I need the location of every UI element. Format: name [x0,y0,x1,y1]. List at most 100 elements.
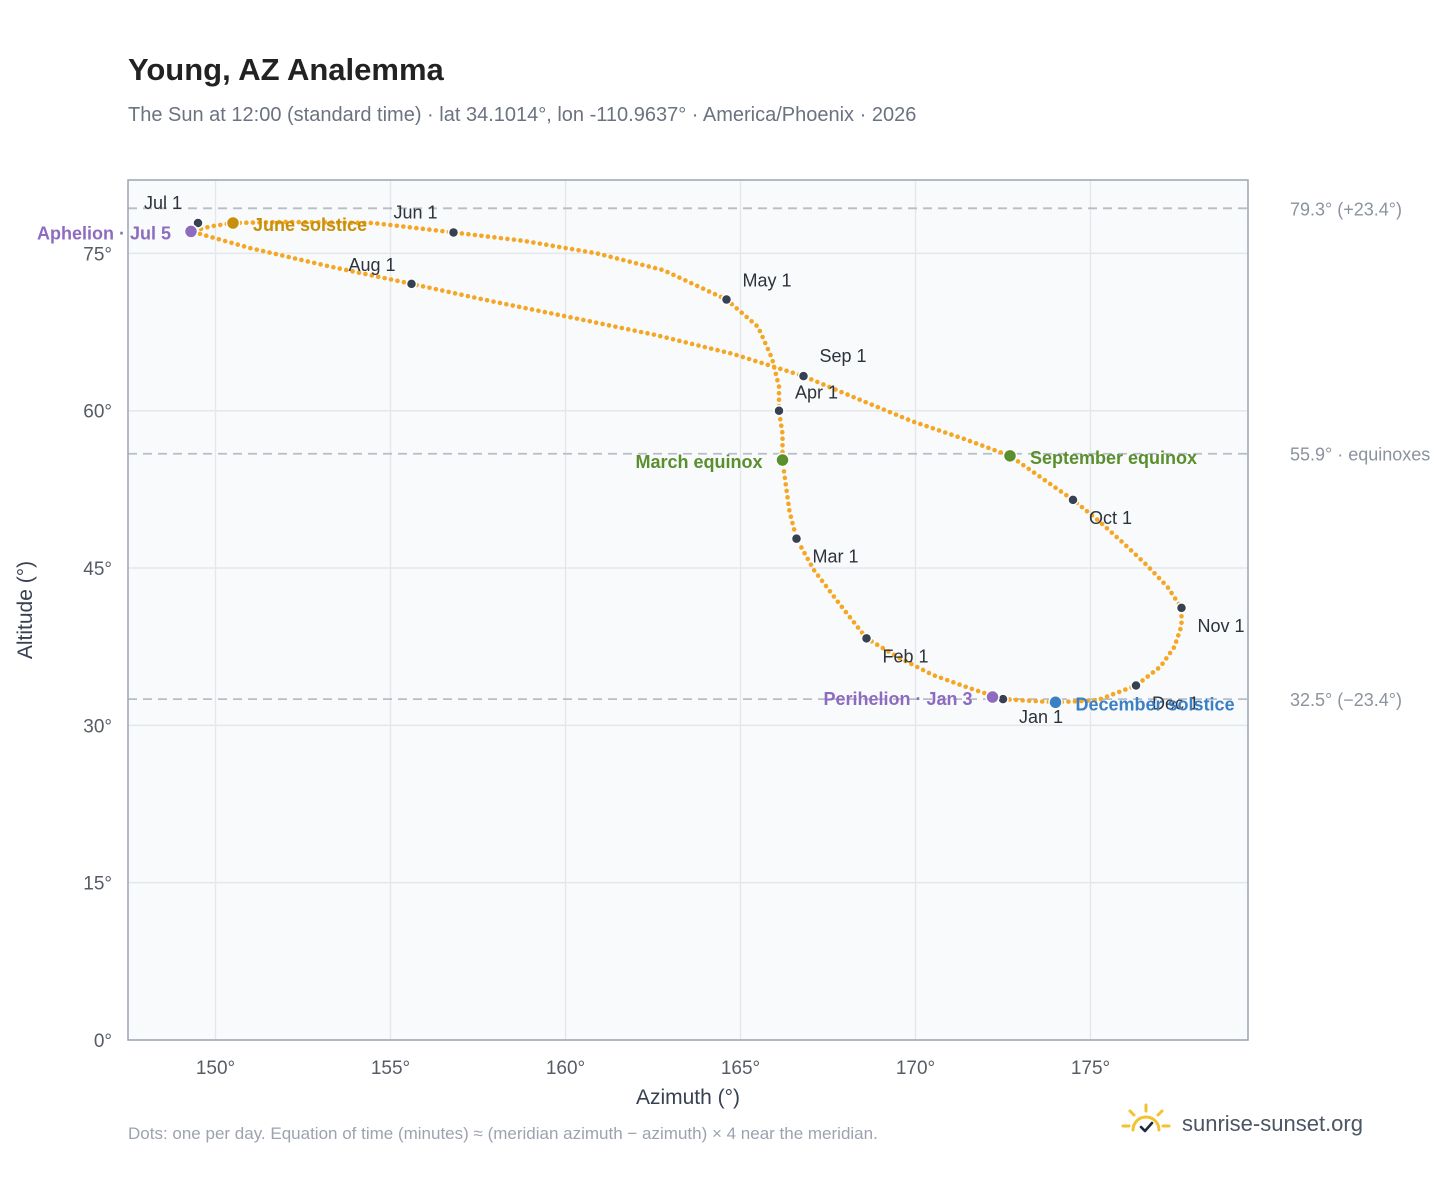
daily-sun-dot [1084,508,1090,514]
daily-sun-dot [869,402,875,407]
daily-sun-dot [782,475,788,481]
daily-sun-dot [361,220,367,226]
month-marker [405,278,418,290]
daily-sun-dot [550,243,556,249]
daily-sun-dot [286,254,291,260]
daily-sun-dot [472,232,478,238]
month-marker [797,370,810,382]
daily-sun-dot [863,399,868,405]
daily-sun-dot [1155,666,1161,671]
daily-sun-dot [608,254,613,260]
daily-sun-dot [324,263,330,269]
daily-sun-dot [1160,661,1165,667]
daily-sun-dot [401,279,407,285]
daily-sun-dot [625,327,631,332]
event-label: Perihelion · Jan 3 [823,689,972,709]
daily-sun-dot [569,246,575,252]
daily-sun-dot [657,333,663,339]
daily-sun-dot [270,219,275,225]
daily-sun-dot [652,265,658,271]
daily-sun-dot [973,441,979,446]
daily-sun-dot [706,289,712,294]
brand-link[interactable]: sunrise-sunset.org [1182,1111,1363,1136]
daily-sun-dot [595,251,601,256]
daily-sun-dot [420,284,426,289]
reference-line-label: 32.5° (−23.4°) [1290,690,1402,710]
daily-sun-dot [337,266,343,271]
month-marker-label: Mar 1 [813,547,859,567]
daily-sun-dot [765,346,771,352]
month-marker [1067,494,1079,506]
daily-sun-dot [930,425,936,431]
daily-sun-dot [1066,699,1071,704]
daily-sun-dot [1053,485,1058,490]
daily-sun-dot [250,220,256,225]
daily-sun-dot [768,352,773,358]
daily-sun-dot [316,220,321,225]
daily-sun-dot [727,351,733,356]
month-marker-label: Sep 1 [820,346,867,366]
daily-sun-dot [279,253,285,258]
daily-sun-dot [874,642,880,648]
daily-sun-dot [880,645,886,651]
daily-sun-dot [1140,678,1145,683]
daily-sun-dot [1110,691,1116,697]
daily-sun-dot [918,421,923,427]
daily-sun-dot [606,323,612,328]
brand[interactable]: sunrise-sunset.org [1120,1103,1363,1144]
daily-sun-dot [407,225,413,230]
daily-sun-dot [1079,504,1085,510]
daily-sun-dot [1037,474,1042,479]
daily-sun-dot [683,278,688,283]
daily-sun-dot [677,275,682,280]
chart-subtitle: The Sun at 12:00 (standard time) · lat 3… [128,104,917,126]
month-marker [790,532,803,545]
daily-sun-dot [363,271,368,277]
daily-sun-dot [537,241,543,246]
daily-sun-dot [1119,539,1124,544]
daily-sun-dot [1116,689,1122,695]
daily-sun-dot [216,236,222,242]
daily-sun-dot [790,520,795,526]
daily-sun-dot [414,225,419,231]
x-tick-label: 170° [896,1058,935,1079]
x-tick-label: 165° [721,1058,760,1079]
daily-sun-dot [614,256,620,261]
daily-sun-dot [677,338,682,344]
daily-sun-dot [770,358,776,364]
daily-sun-dot [555,312,560,318]
daily-sun-dot [955,434,960,440]
daily-sun-dot [1179,613,1184,619]
daily-sun-dot [823,583,829,589]
daily-sun-dot [318,262,323,267]
month-marker-label: Nov 1 [1198,616,1245,636]
daily-sun-dot [302,219,308,225]
daily-sun-dot [651,332,657,337]
daily-sun-dot [1167,650,1173,656]
daily-sun-dot [689,341,695,347]
daily-sun-dot [938,675,944,681]
month-marker-label: Jun 1 [393,202,437,222]
daily-sun-dot [485,234,491,239]
daily-sun-dot [1031,470,1037,475]
daily-sun-dot [683,340,689,345]
daily-sun-dot [811,568,817,573]
daily-sun-dot [395,278,400,284]
daily-sun-dot [459,231,465,236]
daily-sun-dot [670,336,676,342]
daily-sun-dot [780,436,785,442]
month-marker [773,404,785,417]
daily-sun-dot [1039,699,1045,704]
daily-sun-dot [263,220,269,225]
month-marker [447,226,460,239]
daily-sun-dot [1178,626,1183,632]
daily-sun-dot [1094,517,1100,522]
daily-sun-dot [543,242,549,248]
daily-sun-dot [589,250,594,255]
daily-sun-dot [734,352,739,358]
daily-sun-dot [1143,561,1148,567]
daily-sun-dot [433,286,439,292]
daily-sun-dot [765,362,771,368]
daily-sun-dot [479,233,484,239]
daily-sun-dot [1114,534,1119,540]
